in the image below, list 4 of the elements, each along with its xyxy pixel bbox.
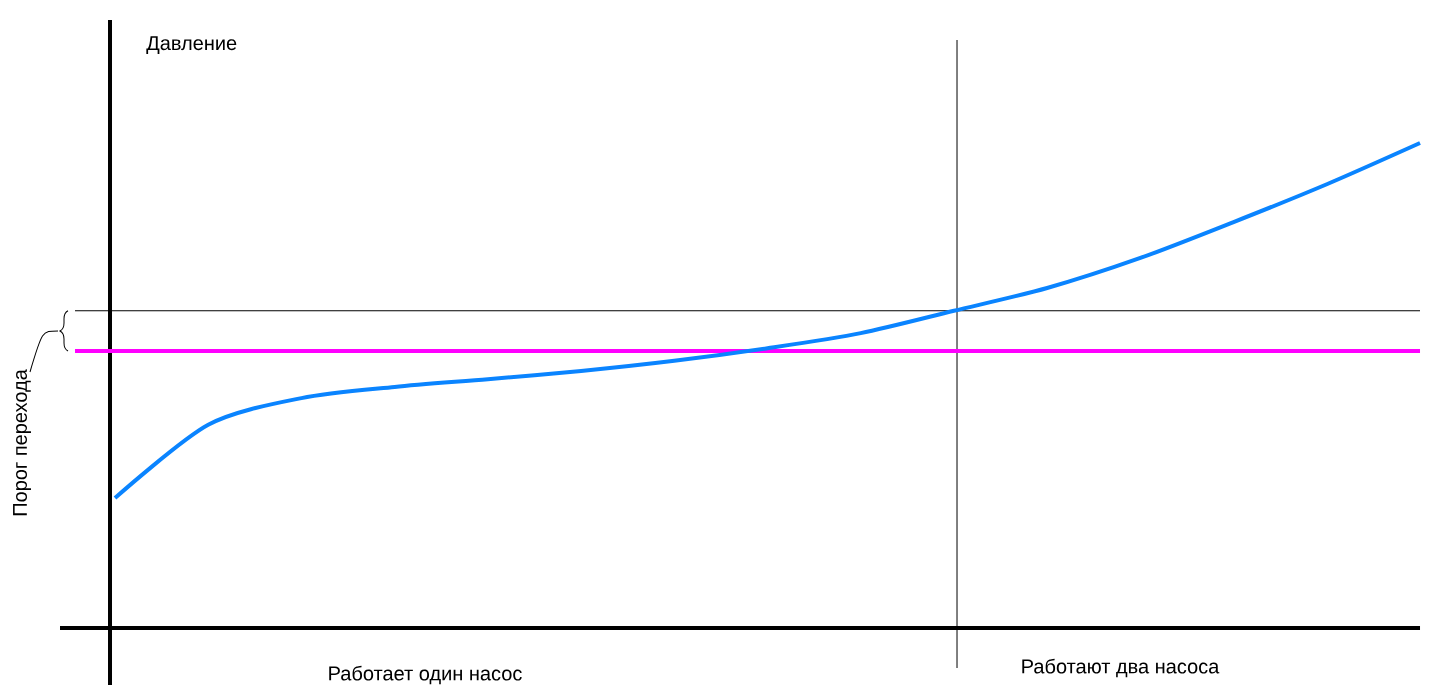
text: Порог перехода bbox=[13, 369, 31, 516]
text: Работает один насос bbox=[329, 665, 522, 685]
text: Работают два насоса bbox=[1022, 658, 1220, 678]
text: Давление bbox=[146, 36, 237, 54]
